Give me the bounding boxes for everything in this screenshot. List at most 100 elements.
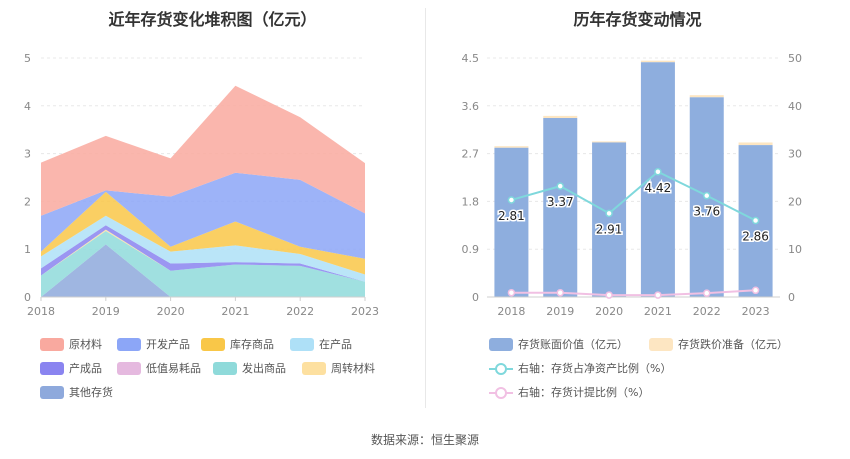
bar-data-label: 2.91 xyxy=(596,222,623,236)
legend-item-development-products[interactable]: 开发产品 xyxy=(117,336,190,352)
legend-item-goods-shipped[interactable]: 发出商品 xyxy=(213,360,286,376)
line-point-0 xyxy=(703,191,711,200)
line-series-1 xyxy=(511,289,756,297)
bar-data-label: 4.42 xyxy=(645,181,672,195)
line-point-1 xyxy=(654,291,662,299)
right-x-tick: 2020 xyxy=(595,305,623,318)
bar-book-value xyxy=(640,62,675,298)
legend-label: 开发产品 xyxy=(146,338,190,351)
line-point-0 xyxy=(654,168,662,176)
left-x-tick: 2020 xyxy=(157,305,185,318)
legend-line-marker-provision xyxy=(489,386,513,399)
area-series-开发产品 xyxy=(41,172,365,259)
bar-impairment-reserve xyxy=(738,142,773,146)
legend-label: 原材料 xyxy=(69,338,102,351)
left-y-tick: 0 xyxy=(24,291,31,304)
legend-swatch-low-value-consumables xyxy=(117,361,141,375)
legend-label: 周转材料 xyxy=(331,362,375,375)
legend-label: 右轴：存货计提比例（%） xyxy=(518,386,650,399)
right-x-tick: 2021 xyxy=(644,305,672,318)
legend-item-work-in-progress[interactable]: 在产品 xyxy=(290,336,352,352)
legend-label: 发出商品 xyxy=(242,362,286,375)
line-point-1 xyxy=(605,291,613,299)
line-point-1 xyxy=(507,288,516,297)
bar-impairment-reserve xyxy=(592,141,627,143)
left-chart-title: 近年存货变化堆积图（亿元） xyxy=(108,10,317,29)
line-point-1 xyxy=(703,289,711,297)
area-series-在产品 xyxy=(41,215,365,282)
legend-item-book-value[interactable]: 存货账面价值（亿元） xyxy=(489,336,628,352)
legend-item-inventory-net-asset-ratio[interactable]: 右轴：存货占净资产比例（%） xyxy=(489,360,671,376)
left-y-tick: 2 xyxy=(24,195,31,208)
right-left-y-tick: 0 xyxy=(472,291,479,304)
right-x-tick: 2018 xyxy=(497,305,525,318)
area-series-产成品 xyxy=(41,225,365,282)
legend-line-marker-ratio xyxy=(489,362,513,375)
legend-swatch-stock-goods xyxy=(201,337,225,351)
left-x-tick: 2018 xyxy=(27,305,55,318)
legend-swatch-other-inventory xyxy=(40,385,64,399)
right-left-y-tick: 3.6 xyxy=(462,100,480,113)
left-y-tick: 4 xyxy=(24,100,31,113)
line-point-0 xyxy=(507,196,516,204)
area-series-发出商品 xyxy=(41,231,365,297)
left-y-tick: 3 xyxy=(24,148,31,161)
legend-label: 在产品 xyxy=(319,338,352,351)
right-right-y-tick: 0 xyxy=(788,291,795,304)
legend-item-finished-goods[interactable]: 产成品 xyxy=(40,360,102,376)
bar-book-value xyxy=(543,118,578,297)
legend-label: 右轴：存货占净资产比例（%） xyxy=(518,362,672,375)
right-chart-title: 历年存货变动情况 xyxy=(573,10,702,29)
line-point-1 xyxy=(556,288,564,297)
panel-divider xyxy=(425,8,426,408)
legend-item-stock-goods[interactable]: 库存商品 xyxy=(201,336,274,352)
right-right-y-tick: 30 xyxy=(788,148,802,161)
left-x-tick: 2023 xyxy=(351,305,379,318)
bar-data-label: 2.81 xyxy=(498,209,525,223)
area-series-其他存货 xyxy=(41,244,365,297)
bar-data-label: 3.76 xyxy=(693,205,720,219)
legend-swatch-goods-shipped xyxy=(213,361,237,375)
legend-item-low-value-consumables[interactable]: 低值易耗品 xyxy=(117,360,201,376)
legend-label: 产成品 xyxy=(69,362,102,375)
right-left-y-tick: 2.7 xyxy=(462,148,480,161)
bar-data-label: 3.37 xyxy=(547,195,574,209)
left-y-tick: 1 xyxy=(24,243,31,256)
legend-label: 低值易耗品 xyxy=(146,362,201,375)
legend-item-other-inventory[interactable]: 其他存货 xyxy=(40,384,113,400)
legend-item-revolving-materials[interactable]: 周转材料 xyxy=(302,360,375,376)
right-left-y-tick: 1.8 xyxy=(462,195,480,208)
bar-impairment-reserve xyxy=(543,115,578,119)
legend-swatch-book-value xyxy=(489,337,513,351)
right-x-tick: 2019 xyxy=(546,305,574,318)
legend-label: 其他存货 xyxy=(69,386,113,399)
left-x-tick: 2019 xyxy=(92,305,120,318)
right-right-y-tick: 50 xyxy=(788,52,802,65)
right-right-y-tick: 10 xyxy=(788,243,802,256)
legend-item-impairment-reserve[interactable]: 存货跌价准备（亿元） xyxy=(649,336,788,352)
right-right-y-tick: 40 xyxy=(788,100,802,113)
left-x-tick: 2022 xyxy=(286,305,314,318)
legend-swatch-raw-materials xyxy=(40,337,64,351)
right-left-y-tick: 0.9 xyxy=(462,243,480,256)
legend-item-provision-ratio[interactable]: 右轴：存货计提比例（%） xyxy=(489,384,649,400)
area-series-库存商品 xyxy=(41,191,365,275)
legend-swatch-finished-goods xyxy=(40,361,64,375)
legend-label: 存货跌价准备（亿元） xyxy=(678,338,788,351)
data-source: 数据来源：恒生聚源 xyxy=(370,433,479,447)
right-right-y-tick: 20 xyxy=(788,195,802,208)
line-point-0 xyxy=(605,209,613,218)
bar-book-value xyxy=(494,147,529,297)
line-point-0 xyxy=(751,216,760,225)
left-y-tick: 5 xyxy=(24,52,31,65)
line-point-0 xyxy=(556,182,564,190)
area-series-原材料 xyxy=(41,85,365,216)
legend-label: 存货账面价值（亿元） xyxy=(518,338,628,351)
legend-item-raw-materials[interactable]: 原材料 xyxy=(40,336,102,352)
bar-impairment-reserve xyxy=(640,60,675,63)
right-x-tick: 2023 xyxy=(742,305,770,318)
right-left-y-tick: 4.5 xyxy=(462,52,480,65)
bar-data-label: 2.86 xyxy=(742,230,769,244)
legend-swatch-work-in-progress xyxy=(290,337,314,351)
